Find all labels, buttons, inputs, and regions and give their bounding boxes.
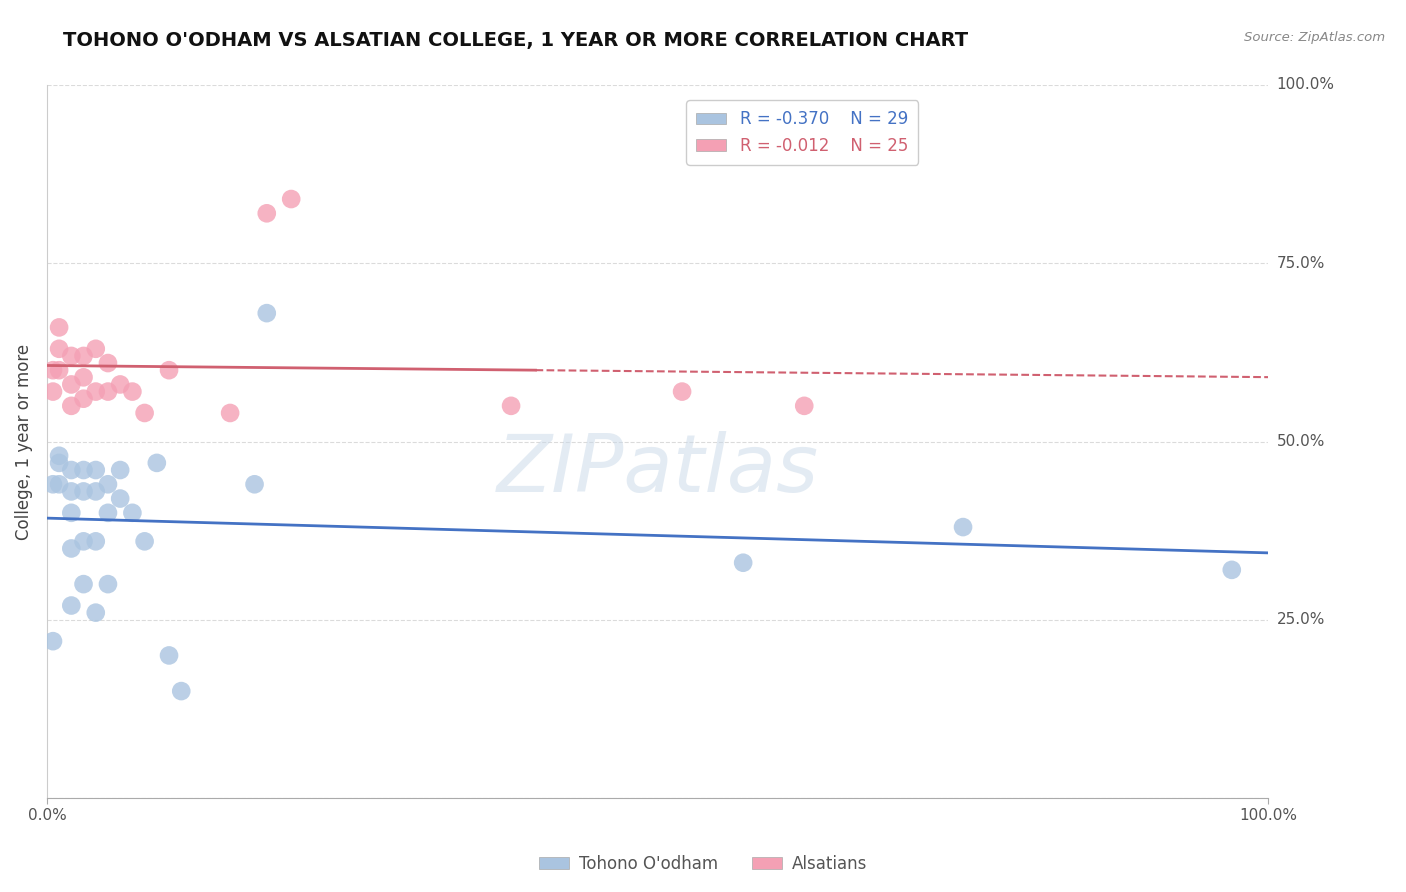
Point xyxy=(97,356,120,370)
Point xyxy=(48,363,70,377)
Point xyxy=(72,577,94,591)
Point xyxy=(84,534,107,549)
Point xyxy=(60,506,83,520)
Point xyxy=(84,484,107,499)
Point xyxy=(84,463,107,477)
Point xyxy=(134,534,156,549)
Point xyxy=(952,520,974,534)
Point xyxy=(157,648,180,663)
Point xyxy=(97,506,120,520)
Point xyxy=(97,577,120,591)
Point xyxy=(157,363,180,377)
Point xyxy=(671,384,693,399)
Point xyxy=(48,449,70,463)
Point xyxy=(60,484,83,499)
Point xyxy=(1220,563,1243,577)
Text: 100.0%: 100.0% xyxy=(1277,78,1334,93)
Text: 50.0%: 50.0% xyxy=(1277,434,1324,449)
Point xyxy=(793,399,815,413)
Point xyxy=(72,484,94,499)
Point xyxy=(48,320,70,334)
Point xyxy=(42,634,65,648)
Text: 75.0%: 75.0% xyxy=(1277,256,1324,270)
Legend: R = -0.370    N = 29, R = -0.012    N = 25: R = -0.370 N = 29, R = -0.012 N = 25 xyxy=(686,101,918,165)
Point xyxy=(48,477,70,491)
Point xyxy=(219,406,242,420)
Point xyxy=(84,606,107,620)
Point xyxy=(108,377,131,392)
Point xyxy=(60,599,83,613)
Point xyxy=(72,463,94,477)
Point xyxy=(42,477,65,491)
Point xyxy=(121,506,143,520)
Point xyxy=(97,477,120,491)
Point xyxy=(84,342,107,356)
Point xyxy=(60,399,83,413)
Text: 25.0%: 25.0% xyxy=(1277,612,1324,627)
Point xyxy=(72,349,94,363)
Legend: Tohono O'odham, Alsatians: Tohono O'odham, Alsatians xyxy=(533,848,873,880)
Point xyxy=(72,370,94,384)
Point xyxy=(60,541,83,556)
Point xyxy=(170,684,193,698)
Point xyxy=(256,306,278,320)
Point xyxy=(60,349,83,363)
Point xyxy=(72,534,94,549)
Point xyxy=(243,477,266,491)
Point xyxy=(134,406,156,420)
Point xyxy=(146,456,169,470)
Point xyxy=(42,363,65,377)
Point xyxy=(60,377,83,392)
Point xyxy=(72,392,94,406)
Point xyxy=(733,556,755,570)
Point xyxy=(42,384,65,399)
Point xyxy=(48,456,70,470)
Point xyxy=(60,463,83,477)
Point xyxy=(121,384,143,399)
Point xyxy=(108,491,131,506)
Text: ZIPatlas: ZIPatlas xyxy=(496,431,818,509)
Point xyxy=(48,342,70,356)
Point xyxy=(256,206,278,220)
Point xyxy=(280,192,302,206)
Point xyxy=(97,384,120,399)
Point xyxy=(499,399,522,413)
Text: Source: ZipAtlas.com: Source: ZipAtlas.com xyxy=(1244,31,1385,45)
Text: TOHONO O'ODHAM VS ALSATIAN COLLEGE, 1 YEAR OR MORE CORRELATION CHART: TOHONO O'ODHAM VS ALSATIAN COLLEGE, 1 YE… xyxy=(63,31,969,50)
Point xyxy=(108,463,131,477)
Point xyxy=(84,384,107,399)
Y-axis label: College, 1 year or more: College, 1 year or more xyxy=(15,343,32,540)
